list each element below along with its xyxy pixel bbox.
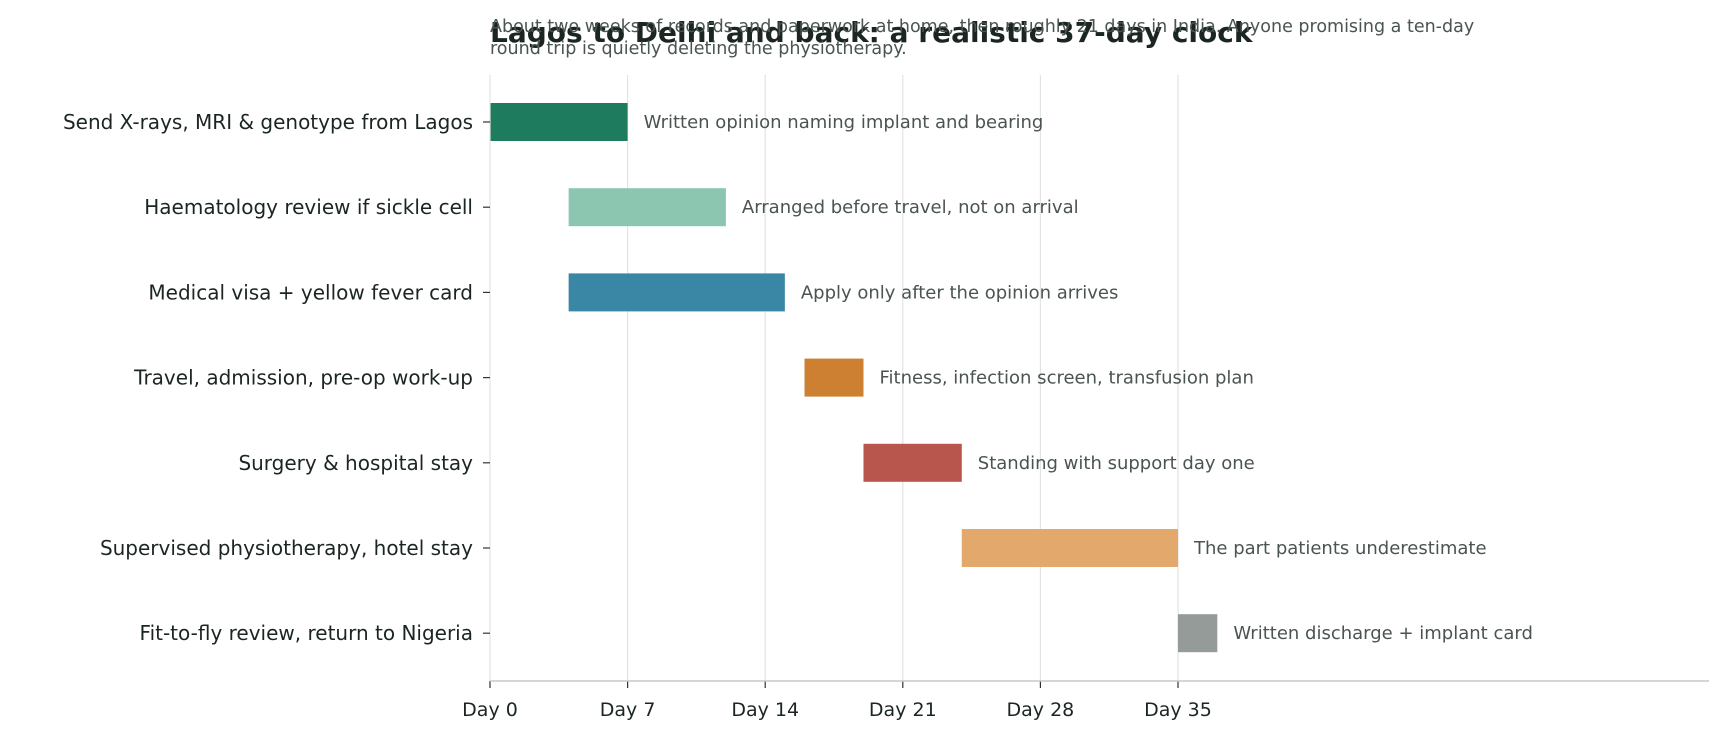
task-note: Apply only after the opinion arrives (801, 282, 1119, 303)
chart-title: Lagos to Delhi and back: a realistic 37-… (490, 16, 1254, 49)
task-label: Fit-to-fly review, return to Nigeria (140, 621, 473, 645)
task-bar (568, 188, 726, 227)
task-label: Supervised physiotherapy, hotel stay (100, 536, 473, 560)
task-note: Written discharge + implant card (1233, 623, 1533, 644)
chart-subtitle: About two weeks of records and paperwork… (490, 17, 1474, 59)
x-tick-label: Day 0 (462, 699, 518, 721)
x-tick-label: Day 35 (1144, 699, 1212, 721)
subtitle-line: About two weeks of records and paperwork… (490, 17, 1474, 37)
task-note: Standing with support day one (978, 453, 1255, 474)
x-tick-label: Day 21 (869, 699, 937, 721)
task-label: Surgery & hospital stay (238, 451, 473, 475)
x-tick-label: Day 28 (1007, 699, 1075, 721)
subtitle-line: round trip is quietly deleting the physi… (490, 39, 907, 59)
axes (483, 75, 1709, 688)
x-tick-label: Day 14 (731, 699, 799, 721)
task-bar (961, 529, 1178, 567)
task-bar (490, 103, 628, 141)
task-note: The part patients underestimate (1193, 538, 1487, 559)
x-tick-label: Day 7 (600, 699, 656, 721)
labels: Day 0 Day 7 Day 14 Day 21 Day 28 Day 35 Send X… (63, 110, 1533, 721)
task-note: Fitness, infection screen, transfusion p… (879, 368, 1253, 389)
grid-lines (626, 75, 1179, 681)
task-bar (863, 443, 962, 482)
task-bar (1178, 614, 1218, 653)
task-bar (804, 358, 864, 397)
task-label: Medical visa + yellow fever card (148, 280, 473, 304)
task-note: Written opinion naming implant and beari… (644, 112, 1044, 133)
task-label: Haematology review if sickle cell (144, 195, 473, 219)
task-bar (568, 273, 785, 312)
task-note: Arranged before travel, not on arrival (742, 197, 1079, 218)
task-bars (490, 103, 1218, 653)
task-label: Travel, admission, pre-op work-up (133, 366, 473, 390)
task-label: Send X-rays, MRI & genotype from Lagos (63, 110, 473, 134)
